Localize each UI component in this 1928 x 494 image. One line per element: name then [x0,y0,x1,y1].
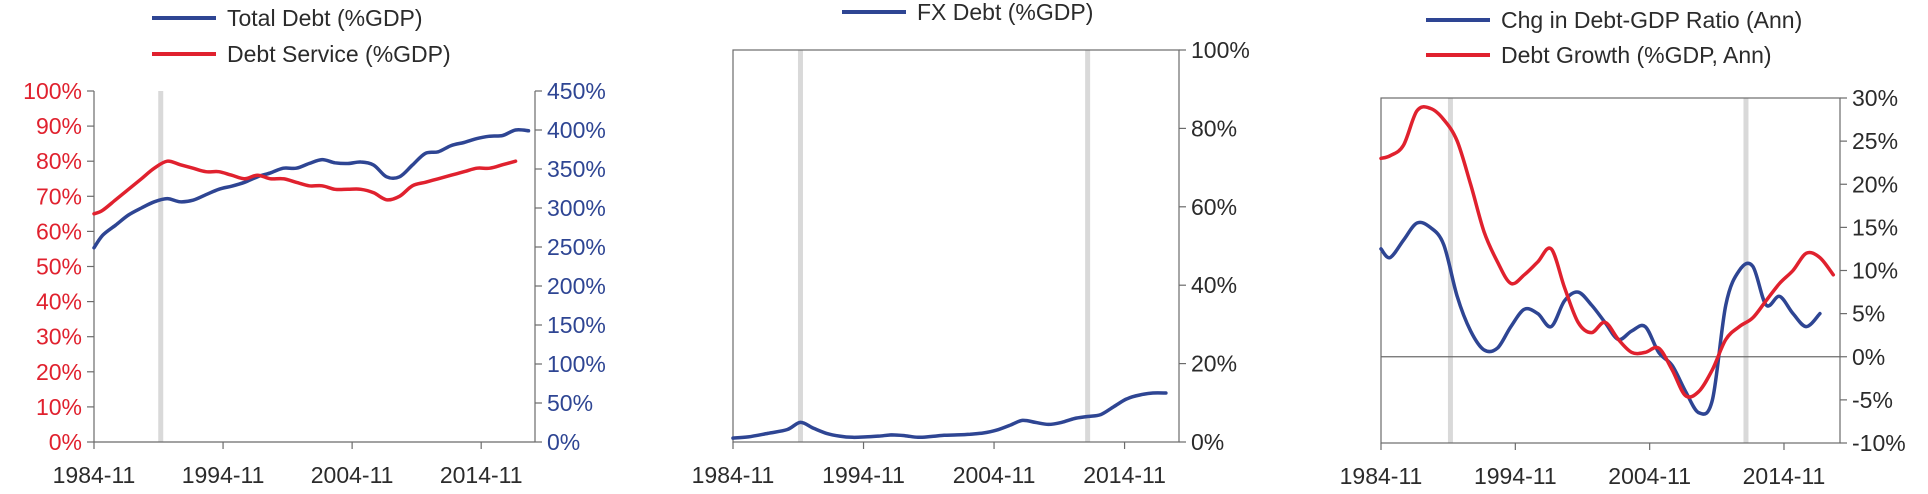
right-y-tick-label: 200% [547,273,606,299]
legend-label: FX Debt (%GDP) [917,0,1093,25]
x-tick-label: 1984-11 [692,462,775,488]
legend-label: Debt Service (%GDP) [227,41,451,67]
series-line-2 [1379,105,1836,399]
right-y-tick-label: 20% [1191,351,1237,377]
right-y-tick-label: 25% [1852,128,1898,154]
series-line-1 [731,391,1168,440]
x-tick-label: 2014-11 [440,462,523,488]
left-y-tick-label: 70% [36,183,82,209]
right-y-tick-label: 0% [1852,344,1885,370]
series-line-1 [92,128,531,250]
right-y-tick-label: 400% [547,117,606,143]
right-y-tick-label: 30% [1852,85,1898,111]
legend-label: Chg in Debt-GDP Ratio (Ann) [1501,7,1802,33]
right-y-tick-label: -10% [1852,430,1906,456]
left-y-tick-label: 40% [36,289,82,315]
x-tick-label: 2014-11 [1743,463,1826,489]
series-line-1 [1379,220,1822,416]
right-y-tick-label: 80% [1191,115,1237,141]
right-y-tick-label: 450% [547,78,606,104]
x-tick-label: 1994-11 [182,462,265,488]
right-y-tick-label: 150% [547,312,606,338]
x-tick-label: 1994-11 [1474,463,1557,489]
plot-frame [732,49,1180,443]
right-y-tick-label: 100% [1191,37,1250,63]
x-tick-label: 1984-11 [53,462,136,488]
chart-2: 1984-11 1994-11 2004-11 2014-11 0% 20% 40% 60% 8… [692,0,1250,488]
x-tick-label: 2004-11 [311,462,394,488]
right-y-tick-label: 100% [547,351,606,377]
series-line-2 [92,159,518,216]
left-y-tick-label: 80% [36,148,82,174]
right-y-tick-label: 250% [547,234,606,260]
left-y-tick-label: 90% [36,113,82,139]
right-y-tick-label: -5% [1852,387,1893,413]
legend-label: Debt Growth (%GDP, Ann) [1501,42,1772,68]
x-tick-label: 2004-11 [1608,463,1691,489]
right-y-tick-label: 0% [1191,429,1224,455]
right-y-tick-label: 350% [547,156,606,182]
right-y-tick-label: 5% [1852,301,1885,327]
right-y-tick-label: 10% [1852,258,1898,284]
x-tick-label: 2004-11 [953,462,1036,488]
x-tick-label: 2014-11 [1083,462,1166,488]
left-y-tick-label: 10% [36,394,82,420]
left-y-tick-label: 30% [36,324,82,350]
right-y-tick-label: 15% [1852,214,1898,240]
right-y-tick-label: 50% [547,390,593,416]
right-y-tick-label: 20% [1852,171,1898,197]
right-y-tick-label: 0% [547,429,580,455]
legend-label: Total Debt (%GDP) [227,5,423,31]
right-y-tick-label: 300% [547,195,606,221]
x-tick-label: 1994-11 [822,462,905,488]
chart-1: 1984-11 1994-11 2004-11 2014-11 0% 10% 20% 30% 4… [23,5,606,488]
left-y-tick-label: 20% [36,359,82,385]
left-y-tick-label: 50% [36,254,82,280]
left-y-tick-label: 100% [23,78,82,104]
chart-3: 1984-11 1994-11 2004-11 2014-11 -10% -5% 0% 5% 1… [1340,7,1906,489]
x-tick-label: 1984-11 [1340,463,1423,489]
right-y-tick-label: 60% [1191,194,1237,220]
left-y-tick-label: 60% [36,218,82,244]
left-y-tick-label: 0% [49,429,82,455]
right-y-tick-label: 40% [1191,272,1237,298]
